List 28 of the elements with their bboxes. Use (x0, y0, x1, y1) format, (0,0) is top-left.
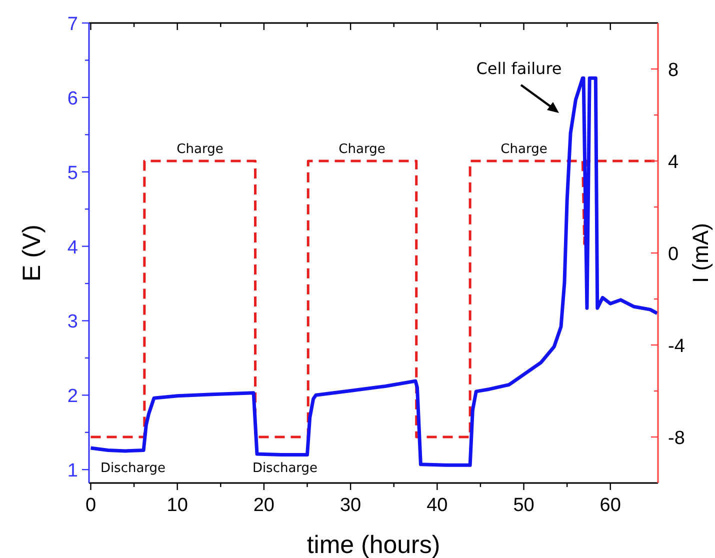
y-tick-label: 4 (67, 237, 78, 258)
y-tick-label: 3 (67, 312, 78, 333)
annotation: Charge (500, 142, 548, 157)
y2-tick-label: -8 (668, 428, 685, 449)
annotation: Charge (338, 142, 386, 157)
y-tick-label: 2 (67, 386, 78, 408)
x-tick-label: 60 (600, 495, 621, 516)
y-tick-label: 5 (67, 162, 78, 184)
y2-tick-label: -4 (668, 336, 686, 357)
x-tick-label: 20 (253, 495, 275, 516)
annotation: Discharge (252, 461, 318, 476)
y-tick-label: 7 (67, 14, 78, 35)
y2-axis-title: I (mA) (688, 223, 713, 283)
x-tick-label: 40 (426, 495, 448, 516)
y-axis-title: E (V) (18, 224, 46, 282)
x-tick-label: 0 (85, 495, 96, 516)
x-tick-label: 50 (513, 495, 534, 516)
annotation: Cell failure (476, 59, 562, 78)
y2-tick-label: 4 (668, 152, 679, 173)
y2-tick-label: 8 (668, 60, 679, 81)
x-tick-label: 30 (340, 495, 362, 516)
y2-tick-label: 0 (668, 244, 679, 265)
y-tick-label: 1 (67, 460, 78, 482)
annotation: Charge (176, 142, 224, 157)
annotation: Discharge (100, 461, 166, 476)
x-tick-label: 10 (166, 495, 188, 516)
x-axis-title: time (hours) (306, 531, 440, 558)
y-tick-label: 6 (67, 88, 78, 110)
